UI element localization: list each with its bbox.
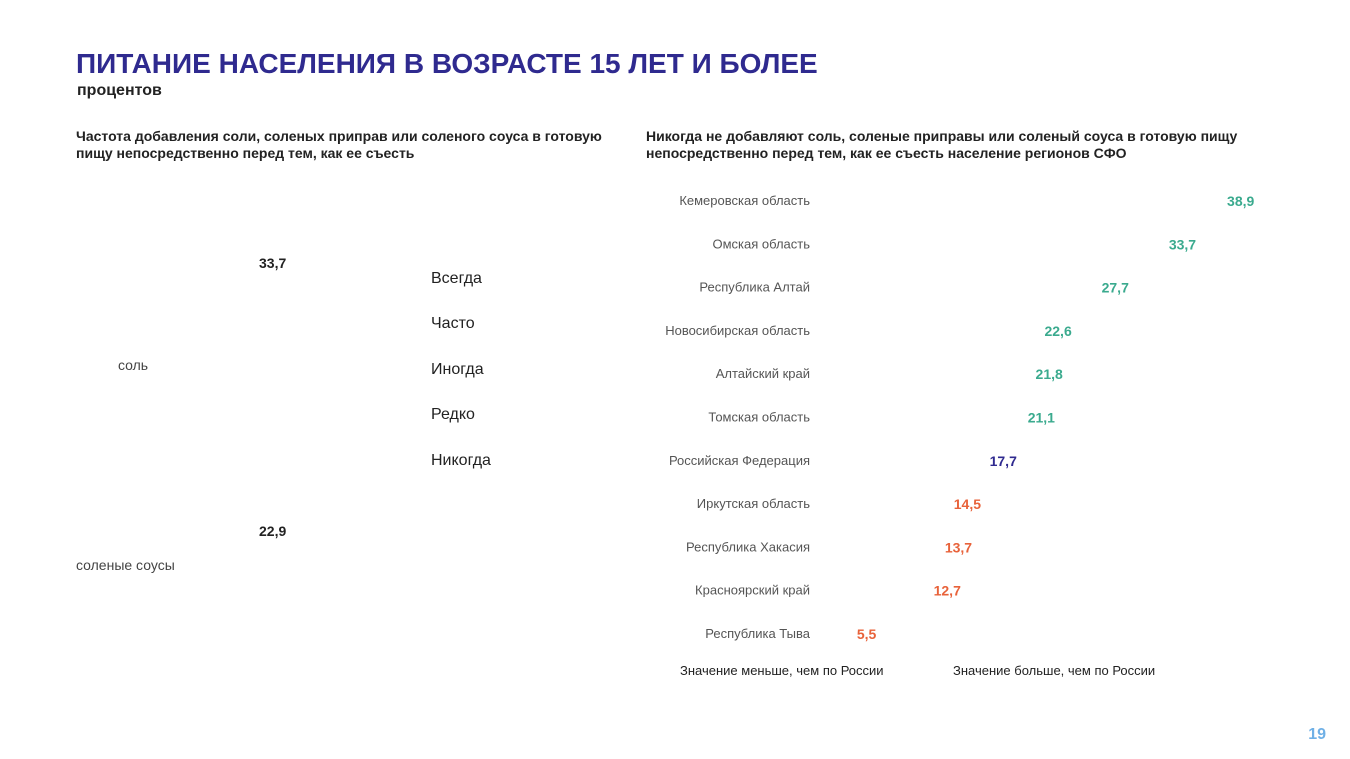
region-value-label: 12,7 (934, 583, 961, 599)
legend-item-never: Никогда (431, 452, 491, 469)
legend-above-russia: Значение больше, чем по России (953, 663, 1156, 678)
region-value-label: 21,8 (1036, 366, 1063, 382)
left-category-salt: соль (118, 357, 149, 373)
legend-item-sometimes: Иногда (431, 361, 484, 378)
region-label: Иркутская область (697, 496, 810, 511)
region-label: Алтайский край (716, 366, 810, 381)
region-value-label: 5,5 (857, 626, 877, 642)
region-value-label: 14,5 (954, 496, 981, 512)
legend-item-rarely: Редко (431, 406, 475, 423)
left-category-sauces: соленые соусы (76, 557, 175, 573)
region-value-label: 17,7 (990, 453, 1017, 469)
region-label: Республика Тыва (705, 626, 811, 641)
page-number: 19 (1308, 726, 1326, 743)
region-value-label: 33,7 (1169, 236, 1196, 252)
region-label: Томская область (708, 410, 810, 425)
legend-item-always: Всегда (431, 270, 482, 287)
region-label: Российская Федерация (669, 453, 810, 468)
region-label: Кемеровская область (679, 193, 810, 208)
right-chart-title: Никогда не добавляют соль, соленые припр… (646, 128, 1238, 161)
left-chart-title: Частота добавления соли, соленых приправ… (76, 128, 602, 161)
region-value-label: 21,1 (1028, 410, 1055, 426)
legend-item-often: Часто (431, 315, 475, 332)
region-label: Республика Хакасия (686, 539, 810, 554)
left-value-label-salt: 33,7 (259, 255, 287, 271)
page-title: ПИТАНИЕ НАСЕЛЕНИЯ В ВОЗРАСТЕ 15 ЛЕТ И БО… (76, 48, 818, 79)
left-value-label-sauces: 22,9 (259, 523, 287, 539)
region-value-label: 22,6 (1044, 323, 1071, 339)
region-label: Новосибирская область (665, 323, 810, 338)
legend-below-russia: Значение меньше, чем по России (680, 663, 884, 678)
region-value-label: 13,7 (945, 539, 972, 555)
region-label: Омская область (712, 236, 810, 251)
region-value-label: 27,7 (1102, 280, 1129, 296)
region-value-label: 38,9 (1227, 193, 1254, 209)
region-label: Республика Алтай (699, 280, 810, 295)
region-label: Красноярский край (695, 583, 810, 598)
page-subtitle: процентов (77, 82, 162, 99)
